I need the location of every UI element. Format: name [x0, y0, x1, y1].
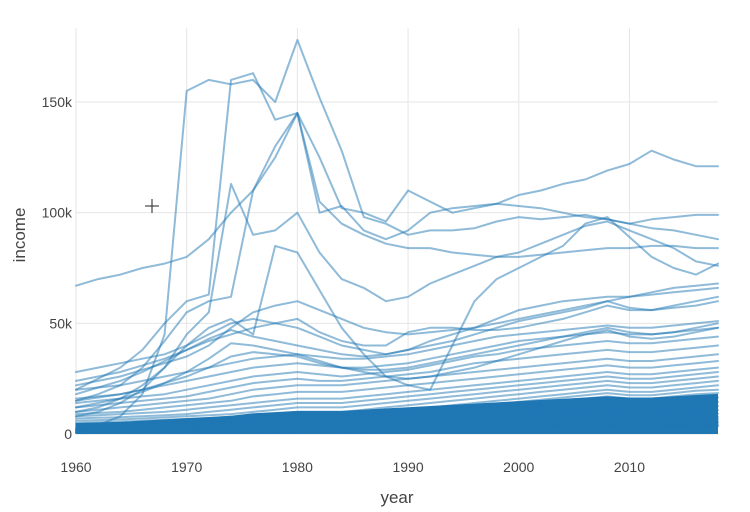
series-line[interactable]: [75, 335, 719, 404]
x-tick-label: 2010: [614, 459, 645, 475]
x-axis: 1960 1970 1980 1990 2000 2010: [60, 459, 645, 475]
series-line[interactable]: [75, 392, 719, 428]
series-line[interactable]: [75, 344, 719, 409]
series-lines: [75, 39, 719, 435]
series-line[interactable]: [75, 182, 719, 413]
y-tick-label: 150k: [42, 94, 73, 110]
series-line[interactable]: [75, 425, 719, 435]
crosshair-cursor-icon: [145, 199, 159, 213]
x-axis-title: year: [380, 488, 413, 507]
series-line[interactable]: [75, 371, 719, 420]
x-tick-label: 1960: [60, 459, 91, 475]
series-line[interactable]: [75, 375, 719, 422]
y-tick-label: 50k: [49, 315, 73, 331]
x-tick-label: 2000: [503, 459, 534, 475]
x-tick-label: 1970: [171, 459, 202, 475]
series-line[interactable]: [75, 322, 719, 402]
series-line[interactable]: [75, 112, 719, 287]
series-line[interactable]: [75, 379, 719, 424]
y-tick-label: 0: [64, 426, 72, 442]
x-tick-label: 1980: [282, 459, 313, 475]
y-tick-label: 100k: [42, 205, 73, 221]
series-line[interactable]: [75, 326, 719, 400]
series-line[interactable]: [75, 360, 719, 416]
series-line[interactable]: [75, 112, 719, 402]
series-line[interactable]: [75, 295, 719, 382]
series-line[interactable]: [75, 326, 719, 409]
series-line[interactable]: [75, 300, 719, 373]
series-line[interactable]: [75, 384, 719, 425]
y-axis: 0 50k 100k 150k: [42, 94, 73, 442]
series-line[interactable]: [75, 366, 719, 418]
x-tick-label: 1990: [392, 459, 423, 475]
series-line[interactable]: [75, 282, 719, 387]
y-axis-title: income: [10, 208, 29, 263]
series-line[interactable]: [75, 353, 719, 413]
series-line[interactable]: [75, 216, 719, 418]
series-line[interactable]: [75, 388, 719, 427]
